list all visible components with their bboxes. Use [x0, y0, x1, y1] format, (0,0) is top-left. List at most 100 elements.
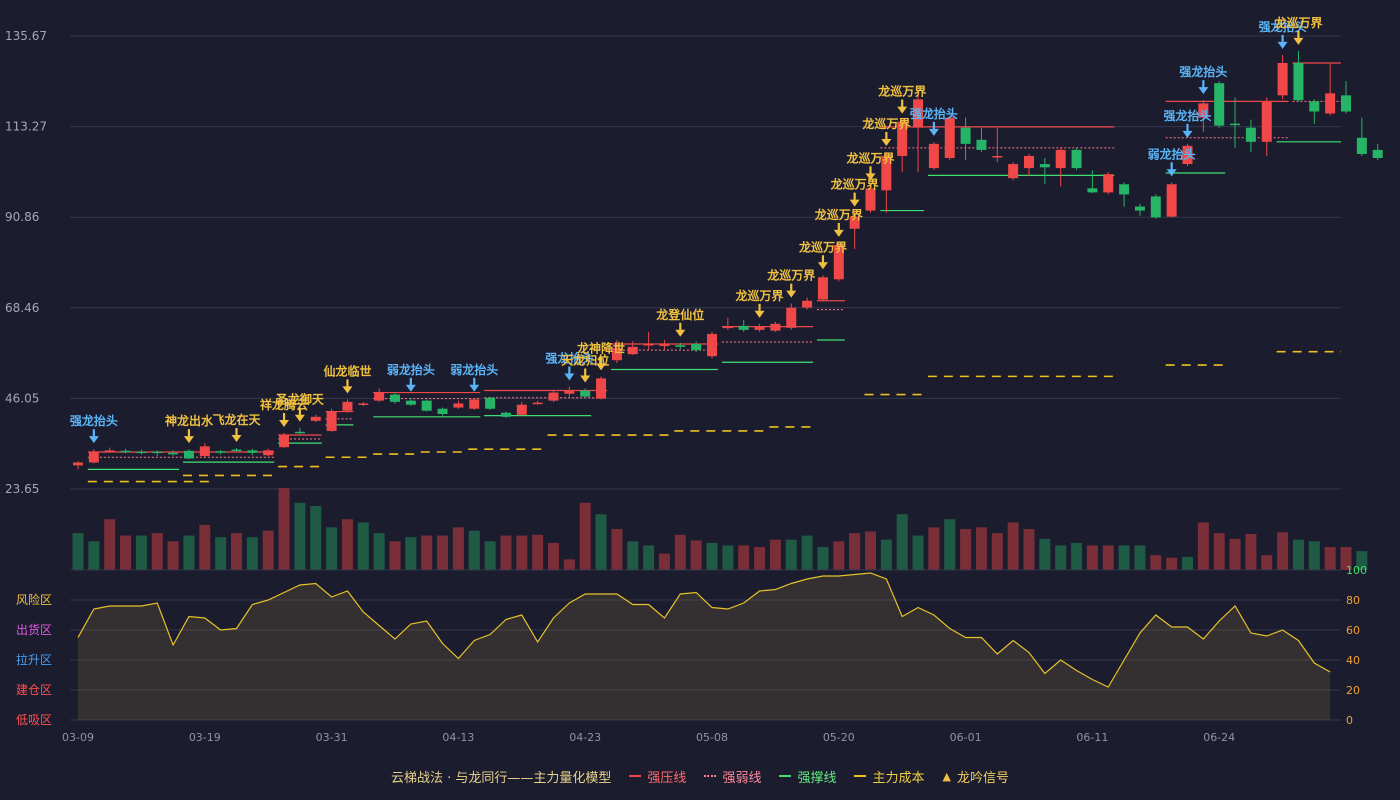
candle-body [437, 408, 448, 414]
candle-body [1309, 101, 1320, 112]
signal-label: 强龙抬头 [70, 413, 118, 428]
level-lines [87, 62, 1341, 483]
volume-bar [896, 514, 908, 570]
signal-label: 龙巡万界 [862, 116, 910, 131]
volume-bar [373, 533, 385, 570]
candle-body [279, 435, 290, 448]
legend-swatch-resistance [629, 775, 642, 777]
volume-bar [880, 539, 892, 570]
candle-body [1134, 206, 1145, 211]
volume-bar [167, 541, 179, 570]
volume-bar [1213, 533, 1225, 570]
volume-bar [738, 545, 750, 570]
candle-body [833, 244, 844, 280]
score-area [78, 573, 1331, 720]
candle-body [976, 139, 987, 150]
price-axis: 135.67 113.27 90.86 68.46 46.05 23.65 [5, 29, 47, 496]
legend-item-support[interactable]: 强撑线 [779, 767, 836, 786]
signal-arrow-icon [342, 386, 353, 394]
legend-item-resistance[interactable]: 强压线 [629, 767, 686, 786]
candle-body [231, 449, 242, 452]
volume-bar [389, 541, 401, 570]
volume-bar [357, 522, 369, 570]
signal-arrow-icon [928, 128, 939, 136]
volume-bar [627, 541, 639, 570]
volume-bar [246, 537, 258, 570]
volume-bar [1071, 542, 1083, 570]
signal-arrow-icon [88, 436, 99, 444]
candle-body [944, 117, 955, 159]
signal-label: 龙登仙位 [656, 307, 704, 322]
candle-body [754, 326, 765, 330]
zone-label: 拉升区 [16, 652, 52, 667]
candle-body [564, 390, 575, 394]
legend-item-signal[interactable]: ▲ 龙吟信号 [942, 767, 1008, 786]
candle-body [310, 416, 321, 421]
signal-label: 龙巡万界 [767, 268, 815, 283]
signal-label: 仙龙临世 [323, 363, 371, 378]
score-tick-label: 0 [1346, 714, 1353, 727]
candlesticks [73, 50, 1383, 470]
zone-label: 建仓区 [16, 683, 52, 697]
date-tick-label: 06-01 [950, 731, 982, 744]
signal-arrow-icon [405, 384, 416, 392]
signal-label: 龙巡万界 [831, 177, 879, 192]
price-tick-label: 90.86 [5, 210, 39, 224]
date-tick-label: 06-11 [1076, 731, 1108, 744]
legend-title-text: 云梯战法 · 与龙同行——主力量化模型 [391, 770, 612, 786]
volume-bar [595, 514, 607, 570]
signal-arrow-icon [881, 138, 892, 146]
signal-label: 龙巡万界 [878, 84, 926, 99]
volume-bar [754, 547, 766, 570]
legend-item-cost[interactable]: 主力成本 [854, 767, 924, 786]
grid-lines [70, 35, 1341, 571]
signal-arrow-icon [279, 419, 290, 427]
volume-bar [833, 541, 845, 570]
signal-label: 强龙抬头 [1179, 64, 1227, 79]
volume-bar [516, 535, 528, 570]
candle-body [849, 216, 860, 229]
candle-body [659, 344, 670, 347]
candle-body [548, 392, 559, 401]
candle-body [1372, 149, 1383, 159]
signal-label: 弱龙抬头 [387, 362, 435, 377]
legend-title: 云梯战法 · 与龙同行——主力量化模型 [391, 767, 611, 786]
candle-body [136, 451, 147, 454]
signal-label: 强龙抬头 [1163, 108, 1211, 123]
candle-body [738, 325, 749, 330]
candle-body [960, 127, 971, 144]
signal-label: 龙巡万界 [799, 239, 847, 254]
candle-body [168, 452, 179, 455]
signal-arrow-icon [675, 329, 686, 337]
legend-item-weak[interactable]: 强弱线 [704, 767, 761, 786]
candle-body [1166, 184, 1177, 217]
candle-body [453, 403, 464, 408]
volume-bar [1308, 541, 1320, 570]
volume-bar [326, 527, 338, 570]
signal-arrow-icon [564, 373, 575, 381]
candle-body [992, 155, 1003, 158]
volume-bar [72, 533, 84, 570]
candle-body [326, 411, 337, 431]
volume-bar [468, 530, 480, 570]
volume-bar [452, 527, 464, 570]
date-tick-label: 03-31 [316, 731, 348, 744]
volume-bar [944, 519, 956, 570]
volume-bar [579, 502, 591, 570]
volume-bar [1229, 538, 1241, 570]
score-panel: 100 80 60 40 20 0 [70, 564, 1367, 727]
volume-bar [1324, 547, 1336, 570]
signal-arrow-icon [786, 290, 797, 298]
candle-body [469, 399, 480, 409]
legend-label-support: 强撑线 [797, 770, 837, 786]
volume-bar [532, 534, 544, 570]
signal-label: 龙巡万界 [1274, 15, 1322, 30]
volume-bar [1166, 557, 1178, 570]
signal-label: 弱龙抬头 [1148, 146, 1196, 161]
candle-body [675, 345, 686, 347]
candle-body [358, 403, 369, 405]
signal-arrow-icon [897, 106, 908, 114]
candle-body [405, 400, 416, 405]
